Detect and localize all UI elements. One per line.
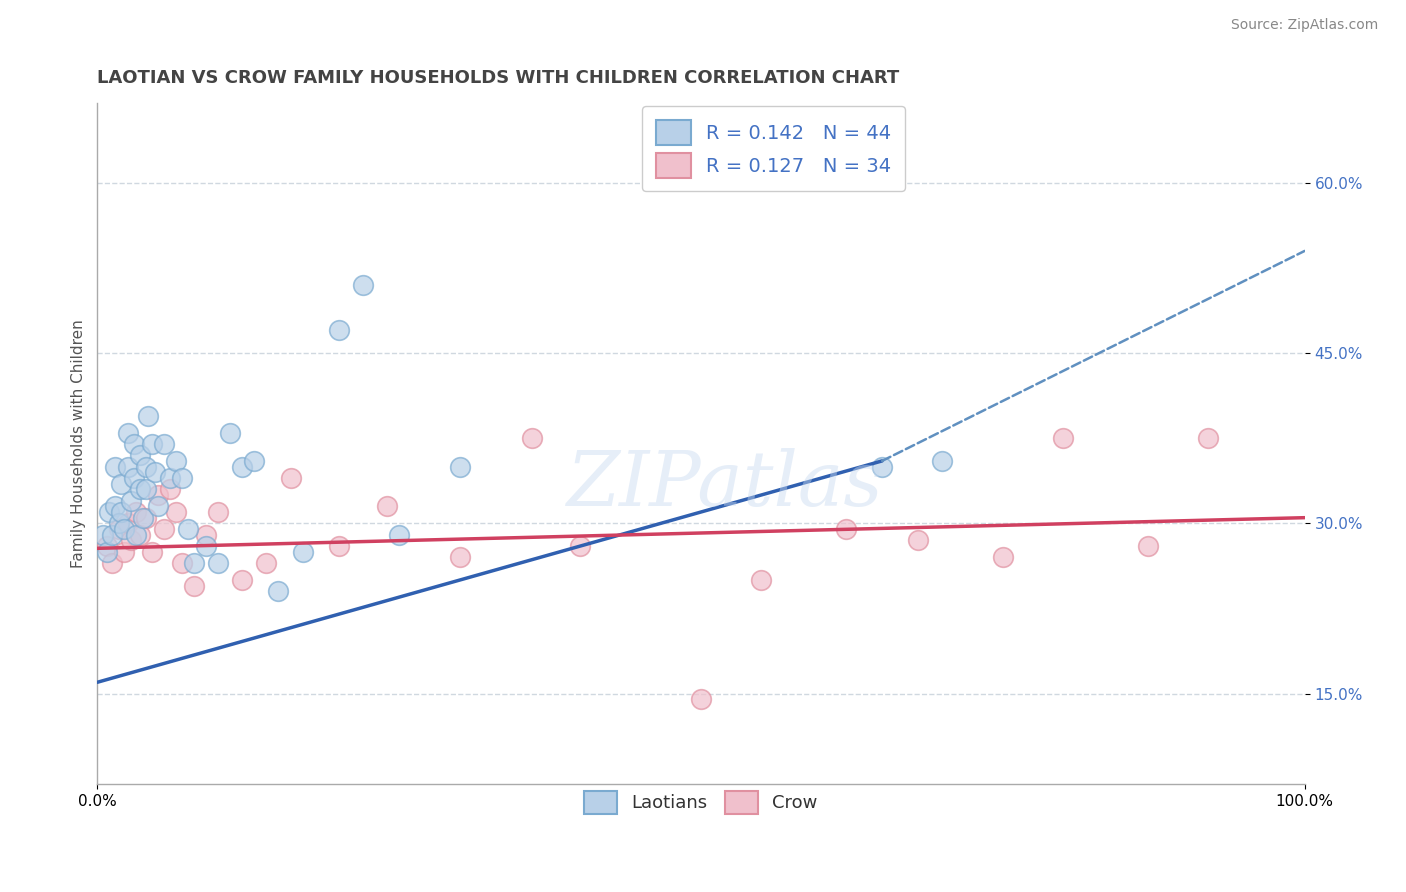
Point [1136, 539, 1159, 553]
Point [280, 471, 302, 485]
Point [165, 454, 187, 468]
Point [108, 516, 131, 531]
Point [96, 545, 118, 559]
Point [122, 471, 145, 485]
Point [243, 454, 266, 468]
Point [104, 500, 127, 514]
Point [207, 556, 229, 570]
Point [135, 510, 157, 524]
Point [117, 516, 139, 531]
Point [328, 539, 350, 553]
Point [183, 579, 205, 593]
Point [907, 533, 929, 548]
Point [104, 459, 127, 474]
Point [128, 483, 150, 497]
Point [141, 437, 163, 451]
Point [177, 522, 200, 536]
Point [112, 545, 135, 559]
Point [170, 471, 193, 485]
Point [125, 505, 148, 519]
Point [219, 425, 242, 440]
Point [108, 522, 131, 536]
Point [388, 527, 411, 541]
Text: ZIPatlas: ZIPatlas [567, 448, 883, 522]
Point [122, 437, 145, 451]
Y-axis label: Family Households with Children: Family Households with Children [72, 319, 86, 568]
Point [231, 573, 253, 587]
Point [207, 505, 229, 519]
Point [170, 556, 193, 570]
Point [195, 539, 218, 553]
Point [1052, 431, 1074, 445]
Point [132, 510, 155, 524]
Text: Source: ZipAtlas.com: Source: ZipAtlas.com [1230, 18, 1378, 32]
Point [120, 493, 142, 508]
Point [835, 522, 858, 536]
Text: LAOTIAN VS CROW FAMILY HOUSEHOLDS WITH CHILDREN CORRELATION CHART: LAOTIAN VS CROW FAMILY HOUSEHOLDS WITH C… [97, 69, 900, 87]
Point [143, 465, 166, 479]
Point [146, 500, 169, 514]
Point [931, 454, 953, 468]
Point [520, 431, 543, 445]
Legend: Laotians, Crow: Laotians, Crow [575, 781, 827, 823]
Point [751, 573, 773, 587]
Point [98, 505, 121, 519]
Point [870, 459, 893, 474]
Point [117, 459, 139, 474]
Point [96, 539, 118, 553]
Point [165, 505, 187, 519]
Point [135, 483, 157, 497]
Point [152, 437, 174, 451]
Point [146, 488, 169, 502]
Point [136, 409, 159, 423]
Point [449, 550, 471, 565]
Point [352, 277, 374, 292]
Point [159, 483, 181, 497]
Point [128, 448, 150, 462]
Point [690, 692, 713, 706]
Point [375, 500, 398, 514]
Point [328, 323, 350, 337]
Point [159, 471, 181, 485]
Point [449, 459, 471, 474]
Point [152, 522, 174, 536]
Point [101, 556, 124, 570]
Point [267, 584, 290, 599]
Point [231, 459, 253, 474]
Point [120, 533, 142, 548]
Point [991, 550, 1014, 565]
Point [183, 556, 205, 570]
Point [110, 476, 132, 491]
Point [110, 505, 132, 519]
Point [112, 522, 135, 536]
Point [141, 545, 163, 559]
Point [254, 556, 277, 570]
Point [93, 527, 115, 541]
Point [125, 527, 148, 541]
Point [291, 545, 314, 559]
Point [101, 527, 124, 541]
Point [117, 425, 139, 440]
Point [569, 539, 592, 553]
Point [135, 459, 157, 474]
Point [1197, 431, 1219, 445]
Point [195, 527, 218, 541]
Point [128, 527, 150, 541]
